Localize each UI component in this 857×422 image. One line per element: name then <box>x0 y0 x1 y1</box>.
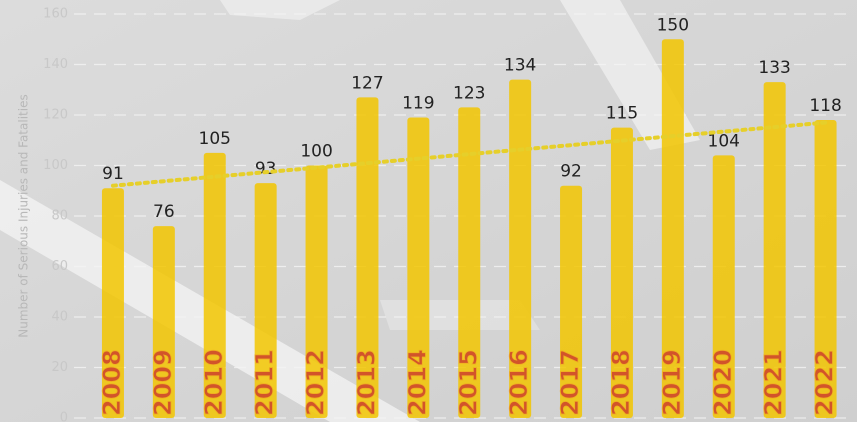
data-label: 100 <box>300 142 332 162</box>
x-tick-label: 2017 <box>556 349 584 416</box>
y-tick-label: 140 <box>43 57 68 72</box>
data-label: 127 <box>351 73 383 93</box>
bar <box>152 226 175 418</box>
x-tick-label: 2011 <box>251 349 279 416</box>
y-tick-label: 0 <box>60 411 68 422</box>
x-tick-label: 2010 <box>200 349 228 416</box>
y-tick-label: 80 <box>51 209 68 224</box>
bar <box>509 79 532 419</box>
data-label: 91 <box>102 164 124 184</box>
trend-line <box>110 120 828 188</box>
x-tick-label: 2013 <box>352 349 380 416</box>
data-label: 76 <box>153 202 175 222</box>
bar <box>763 82 786 419</box>
y-axis-label: Number of Serious Injuries and Fatalitie… <box>17 94 31 337</box>
y-tick-label: 120 <box>43 108 68 123</box>
x-tick-label: 2012 <box>302 349 330 416</box>
data-label: 118 <box>809 96 841 116</box>
data-label: 133 <box>758 58 790 78</box>
data-label: 134 <box>504 56 536 76</box>
bar <box>458 107 481 419</box>
bar <box>356 97 379 418</box>
bar <box>101 188 124 418</box>
x-tick-label: 2018 <box>607 349 635 416</box>
x-tick-label: 2016 <box>505 349 533 416</box>
data-label: 123 <box>453 83 485 103</box>
y-tick-label: 40 <box>51 310 68 325</box>
bar <box>814 120 837 419</box>
data-label: 92 <box>560 162 582 182</box>
data-label: 150 <box>657 15 689 35</box>
x-tick-label: 2008 <box>98 349 126 416</box>
x-tick-label: 2022 <box>811 349 839 416</box>
x-tick-label: 2019 <box>658 349 686 416</box>
bar <box>407 117 430 419</box>
x-tick-label: 2021 <box>760 349 788 416</box>
x-tick-label: 2014 <box>403 349 431 416</box>
data-label: 105 <box>199 129 231 149</box>
y-tick-label: 60 <box>51 259 68 274</box>
data-label: 104 <box>708 131 740 151</box>
bar <box>305 165 328 418</box>
y-tick-label: 100 <box>43 158 68 173</box>
data-label: 93 <box>255 159 277 179</box>
data-label: 119 <box>402 94 434 114</box>
y-tick-label: 160 <box>43 7 68 22</box>
bar <box>203 152 226 418</box>
bar <box>610 127 633 418</box>
bar <box>254 183 277 418</box>
data-label: 115 <box>606 104 638 124</box>
x-tick-label: 2015 <box>454 349 482 416</box>
road-stripe <box>220 0 340 20</box>
x-tick-label: 2009 <box>149 349 177 416</box>
y-tick-label: 20 <box>51 360 68 375</box>
bar <box>712 155 735 418</box>
bar <box>560 185 583 418</box>
x-tick-label: 2020 <box>709 349 737 416</box>
